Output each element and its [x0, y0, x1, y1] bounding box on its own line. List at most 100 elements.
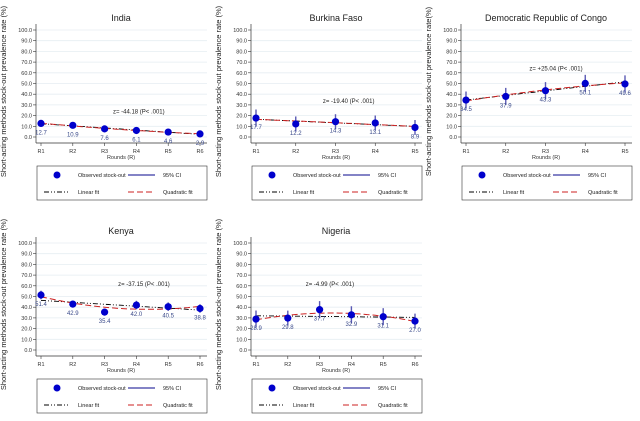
- x-tick-label: R6: [196, 362, 203, 368]
- y-tick-label: 40.0: [21, 92, 32, 98]
- data-point: [69, 300, 77, 308]
- data-label: 28.9: [250, 326, 262, 332]
- y-tick-label: 60.0: [21, 284, 32, 290]
- x-tick-label: R4: [582, 149, 589, 155]
- legend-ci: 95% CI: [378, 173, 397, 179]
- data-point: [411, 123, 419, 132]
- y-tick-label: 30.0: [236, 316, 247, 322]
- legend-observed: Observed stock-out: [78, 386, 126, 392]
- y-tick-label: 60.0: [236, 284, 247, 290]
- x-tick-label: R4: [372, 149, 379, 155]
- x-tick-label: R5: [165, 149, 172, 155]
- data-label: 32.9: [346, 322, 358, 328]
- data-label: 17.7: [250, 125, 262, 131]
- y-tick-label: 90.0: [21, 39, 32, 45]
- legend-point-icon: [478, 171, 486, 179]
- data-point: [379, 313, 387, 321]
- quadratic-fit-line: [40, 296, 201, 310]
- y-tick-label: 40.0: [236, 305, 247, 311]
- y-tick-label: 80.0: [236, 262, 247, 268]
- y-tick-label: 20.0: [446, 114, 457, 120]
- data-label: 6.1: [132, 137, 141, 143]
- quadratic-fit-line: [255, 312, 416, 322]
- y-tick-label: 20.0: [21, 114, 32, 120]
- y-tick-label: 0.0: [449, 135, 457, 141]
- data-point: [284, 314, 292, 322]
- panel-title: Democratic Republic of Congo: [485, 13, 607, 23]
- y-tick-label: 70.0: [446, 60, 457, 66]
- y-tick-label: 60.0: [236, 71, 247, 77]
- y-tick-label: 30.0: [236, 103, 247, 109]
- panel-title: India: [111, 13, 131, 23]
- panel-burkina-faso: Burkina Faso Short-acting methods stock-o…: [214, 5, 423, 201]
- legend-point-icon: [268, 384, 276, 392]
- y-tick-label: 50.0: [446, 82, 457, 88]
- y-tick-label: 50.0: [236, 295, 247, 301]
- data-point: [101, 308, 109, 316]
- y-tick-label: 90.0: [446, 39, 457, 45]
- y-tick-label: 20.0: [236, 327, 247, 333]
- data-point: [502, 92, 510, 101]
- y-tick-label: 60.0: [446, 71, 457, 77]
- legend-observed: Observed stock-out: [293, 173, 341, 179]
- z-annotation: z= -19.40 (P< .001): [323, 99, 375, 105]
- x-tick-label: R5: [165, 362, 172, 368]
- linear-fit-line: [256, 315, 416, 318]
- x-tick-label: R5: [411, 149, 418, 155]
- x-tick-label: R2: [292, 149, 299, 155]
- x-tick-label: R3: [542, 149, 549, 155]
- data-point: [252, 315, 260, 323]
- legend-point-icon: [268, 171, 276, 179]
- data-point: [37, 119, 45, 128]
- data-label: 37.9: [500, 103, 512, 109]
- quadratic-fit-line: [40, 122, 201, 135]
- data-label: 38.8: [194, 315, 206, 321]
- x-tick-label: R1: [462, 149, 469, 155]
- y-tick-label: 80.0: [21, 49, 32, 55]
- legend-observed: Observed stock-out: [78, 173, 126, 179]
- y-tick-label: 100.0: [233, 28, 247, 34]
- y-tick-label: 70.0: [236, 273, 247, 279]
- legend-point-icon: [53, 384, 61, 392]
- y-tick-label: 0.0: [239, 348, 247, 354]
- x-tick-label: R2: [502, 149, 509, 155]
- data-label: 13.1: [369, 130, 381, 136]
- x-axis-label: Rounds (R): [107, 368, 135, 374]
- x-tick-label: R1: [37, 149, 44, 155]
- y-tick-label: 70.0: [236, 60, 247, 66]
- y-tick-label: 0.0: [24, 135, 32, 141]
- x-tick-label: R1: [252, 362, 259, 368]
- data-label: 40.5: [162, 314, 174, 320]
- y-tick-label: 40.0: [21, 305, 32, 311]
- data-point: [196, 304, 204, 313]
- legend-ci: 95% CI: [588, 173, 607, 179]
- x-tick-label: R6: [411, 362, 418, 368]
- data-label: 31.1: [377, 324, 389, 330]
- y-tick-label: 100.0: [18, 28, 32, 34]
- data-label: 42.0: [131, 312, 143, 318]
- data-point: [252, 114, 260, 122]
- data-point: [581, 79, 589, 87]
- panel-title: Nigeria: [322, 226, 351, 236]
- data-label: 42.9: [67, 311, 79, 317]
- legend-ci: 95% CI: [378, 386, 397, 392]
- data-label: 27.0: [409, 328, 421, 334]
- z-annotation: z= +25.04 (P< .001): [529, 67, 582, 73]
- data-label: 37.7: [314, 317, 326, 323]
- legend-box: [36, 378, 208, 414]
- data-label: 4.6: [164, 139, 173, 145]
- y-tick-label: 50.0: [236, 82, 247, 88]
- y-tick-label: 90.0: [236, 39, 247, 45]
- y-tick-label: 0.0: [24, 348, 32, 354]
- x-tick-label: R2: [69, 362, 76, 368]
- legend-box: [251, 378, 423, 414]
- panel-title: Burkina Faso: [309, 13, 362, 23]
- y-tick-label: 50.0: [21, 82, 32, 88]
- legend-ci: 95% CI: [163, 173, 182, 179]
- data-label: 49.6: [619, 91, 631, 97]
- x-tick-label: R1: [252, 149, 259, 155]
- legend-quadratic: Quadratic fit: [378, 403, 408, 409]
- y-axis-label: Short-acting methods stock-out prevalenc…: [424, 6, 433, 176]
- x-axis-label: Rounds (R): [532, 155, 560, 161]
- y-tick-label: 10.0: [236, 124, 247, 130]
